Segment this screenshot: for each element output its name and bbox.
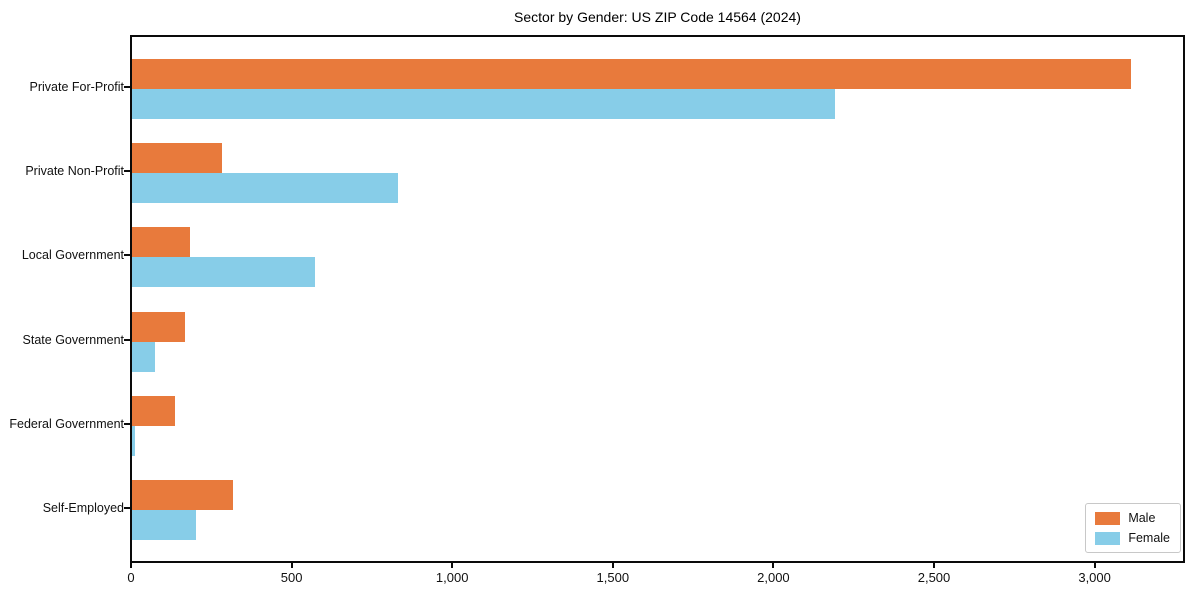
legend-label-male: Male	[1128, 511, 1156, 525]
x-tick-label: 0	[127, 570, 135, 585]
y-tick-mark	[124, 422, 130, 425]
x-tick-label: 2,000	[757, 570, 790, 585]
x-tick-mark	[772, 563, 775, 568]
bar-female-state-government	[132, 341, 156, 372]
bar-female-self-employed	[132, 510, 196, 540]
x-tick-mark	[451, 563, 454, 568]
x-tick-mark	[290, 563, 293, 568]
y-tick-mark	[124, 86, 130, 88]
bar-female-local-government	[132, 257, 316, 288]
x-tick-label: 1,000	[435, 570, 469, 585]
y-tick-label: State Government	[22, 332, 124, 347]
legend-item-male: Male	[1095, 511, 1170, 525]
legend-item-female: Female	[1095, 531, 1170, 545]
y-tick-label: Federal Government	[9, 416, 124, 431]
x-tick-label: 2,500	[917, 570, 951, 585]
bar-female-federal-government	[132, 425, 135, 456]
y-tick-mark	[124, 338, 130, 341]
y-tick-label: Private For-Profit	[29, 80, 124, 94]
y-tick-label: Private Non-Profit	[25, 164, 124, 179]
y-tick-mark	[124, 507, 130, 509]
bar-male-state-government	[132, 311, 185, 342]
y-tick-mark	[124, 254, 130, 257]
plot-area: Male Female	[130, 35, 1185, 563]
y-tick-mark	[124, 170, 130, 173]
legend: Male Female	[1085, 503, 1181, 553]
legend-label-female: Female	[1128, 531, 1170, 545]
x-tick-mark	[130, 563, 132, 568]
bar-male-local-government	[132, 227, 190, 258]
x-tick-mark	[1093, 563, 1096, 568]
chart-title: Sector by Gender: US ZIP Code 14564 (202…	[514, 9, 801, 25]
female-swatch-icon	[1095, 531, 1121, 545]
x-tick-mark	[611, 563, 614, 568]
y-axis-labels: Private For-Profit Private Non-Profit Loca…	[0, 0, 124, 600]
bar-female-private-for-profit	[132, 89, 836, 119]
x-tick-label: 3,000	[1078, 570, 1111, 585]
bar-male-self-employed	[132, 480, 233, 510]
bar-male-private-non-profit	[132, 143, 222, 174]
bar-male-federal-government	[132, 395, 176, 426]
x-tick-label: 500	[280, 570, 303, 585]
x-tick-label: 1,500	[596, 570, 630, 585]
y-tick-label: Self-Employed	[42, 501, 124, 515]
bar-male-private-for-profit	[132, 59, 1131, 89]
x-tick-mark	[933, 563, 936, 568]
y-tick-label: Local Government	[21, 248, 124, 263]
male-swatch-icon	[1095, 511, 1121, 525]
bar-female-private-non-profit	[132, 173, 398, 204]
